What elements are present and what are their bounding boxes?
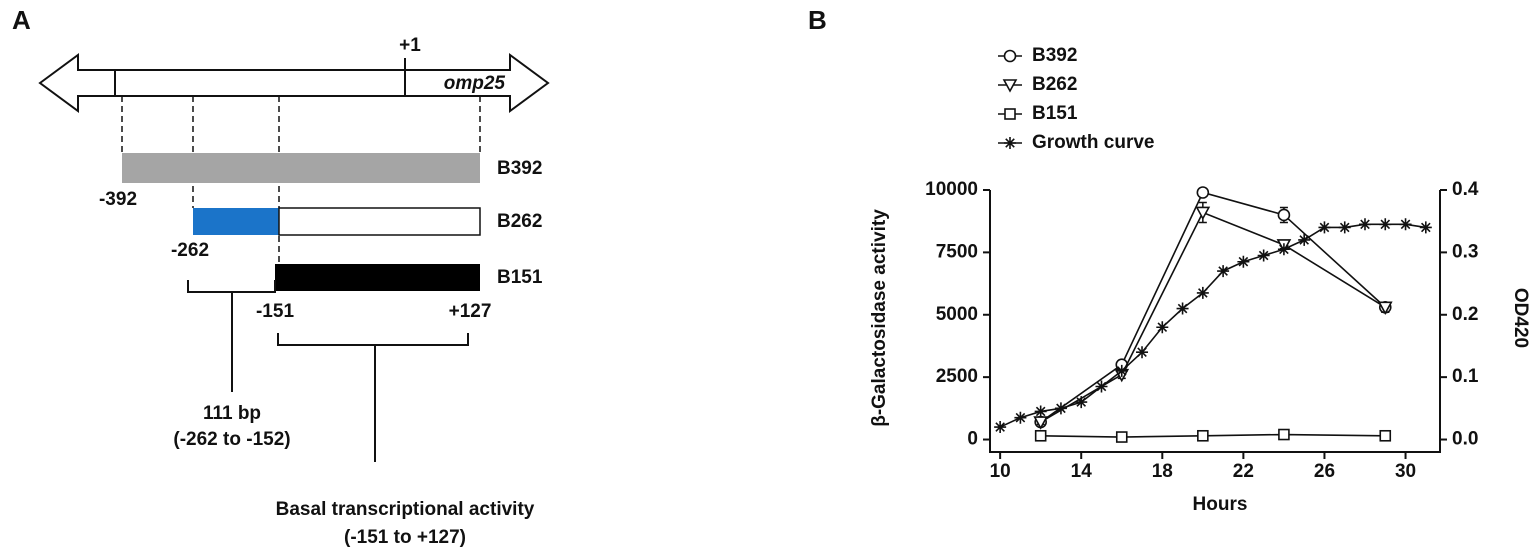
x-tick-label: 14 xyxy=(1071,461,1093,482)
x-axis-title: Hours xyxy=(1193,494,1248,515)
marker xyxy=(1003,49,1017,63)
tss-label: +1 xyxy=(399,35,421,56)
marker xyxy=(1257,249,1270,262)
y2-axis-title: OD420 xyxy=(1510,288,1531,348)
marker xyxy=(1419,221,1432,234)
position-label: +127 xyxy=(449,301,492,322)
marker xyxy=(1156,321,1169,334)
marker xyxy=(1359,218,1371,231)
y2-tick-label: 0.2 xyxy=(1452,304,1478,325)
marker xyxy=(1237,255,1250,268)
y2-tick-label: 0.0 xyxy=(1452,429,1478,450)
y-tick-label: 10000 xyxy=(925,179,978,200)
marker xyxy=(1277,208,1291,222)
series-line xyxy=(1040,211,1386,423)
panel-label: A xyxy=(12,5,31,35)
region-title: Basal transcriptional activity xyxy=(276,499,535,520)
marker xyxy=(994,421,1007,434)
legend-label: Growth curve xyxy=(1032,132,1154,153)
construct-label: B262 xyxy=(497,211,542,232)
marker xyxy=(1115,431,1128,443)
region-range: (-262 to -152) xyxy=(173,429,290,450)
marker xyxy=(1014,411,1027,424)
legend-label: B392 xyxy=(1032,45,1077,66)
marker xyxy=(1399,218,1412,231)
marker xyxy=(1377,301,1393,315)
marker xyxy=(1034,405,1047,418)
marker xyxy=(1075,396,1088,409)
series-line xyxy=(999,223,1426,428)
position-label: -392 xyxy=(99,189,137,210)
marker xyxy=(1034,429,1047,442)
construct-bar xyxy=(275,264,480,291)
region-title: 111 bp xyxy=(203,403,261,424)
y-tick-label: 7500 xyxy=(936,241,978,262)
y2-tick-label: 0.1 xyxy=(1452,366,1479,387)
marker xyxy=(1298,233,1311,246)
marker xyxy=(1217,265,1230,278)
legend-label: B151 xyxy=(1032,103,1078,124)
x-tick-label: 18 xyxy=(1152,461,1173,482)
marker xyxy=(1196,186,1210,199)
gene-label: omp25 xyxy=(444,73,506,94)
marker xyxy=(1278,428,1290,441)
marker xyxy=(1095,380,1108,393)
position-label: -262 xyxy=(171,240,209,261)
marker xyxy=(1338,221,1351,234)
x-tick-label: 22 xyxy=(1233,461,1254,482)
y-tick-label: 2500 xyxy=(936,366,978,387)
panel-label: B xyxy=(808,5,827,35)
y2-tick-label: 0.3 xyxy=(1452,241,1478,262)
x-tick-label: 10 xyxy=(990,461,1011,482)
x-tick-label: 30 xyxy=(1395,461,1416,482)
y2-tick-label: 0.4 xyxy=(1452,179,1479,200)
construct-label: B392 xyxy=(497,158,542,179)
marker xyxy=(1379,429,1392,442)
arrow-left xyxy=(38,53,116,113)
x-tick-label: 26 xyxy=(1314,461,1335,482)
gene-arrow xyxy=(404,53,550,113)
marker xyxy=(1277,243,1290,256)
axes xyxy=(989,190,1441,453)
y-tick-label: 5000 xyxy=(936,304,978,325)
bracket xyxy=(187,280,276,392)
marker xyxy=(1318,221,1331,234)
y-axis-title: β-Galactosidase activity xyxy=(869,209,890,427)
marker xyxy=(1054,402,1067,415)
series-line xyxy=(1040,433,1386,438)
marker xyxy=(1197,429,1209,442)
marker xyxy=(1195,206,1211,221)
marker xyxy=(1002,79,1018,93)
y-tick-label: 0 xyxy=(967,429,978,450)
marker xyxy=(1176,302,1189,315)
marker xyxy=(1196,286,1209,299)
promoter-box xyxy=(114,69,406,97)
marker xyxy=(1004,137,1016,149)
construct-bar xyxy=(122,153,480,183)
legend-label: B262 xyxy=(1032,74,1077,95)
bracket xyxy=(277,333,469,462)
construct-bar xyxy=(278,207,481,236)
construct-bar xyxy=(193,208,279,235)
marker xyxy=(1136,346,1149,359)
construct-label: B151 xyxy=(497,267,543,288)
position-label: -151 xyxy=(256,301,294,322)
marker xyxy=(1004,108,1016,120)
region-range: (-151 to +127) xyxy=(344,527,466,548)
marker xyxy=(1115,364,1128,377)
marker xyxy=(1379,218,1392,231)
